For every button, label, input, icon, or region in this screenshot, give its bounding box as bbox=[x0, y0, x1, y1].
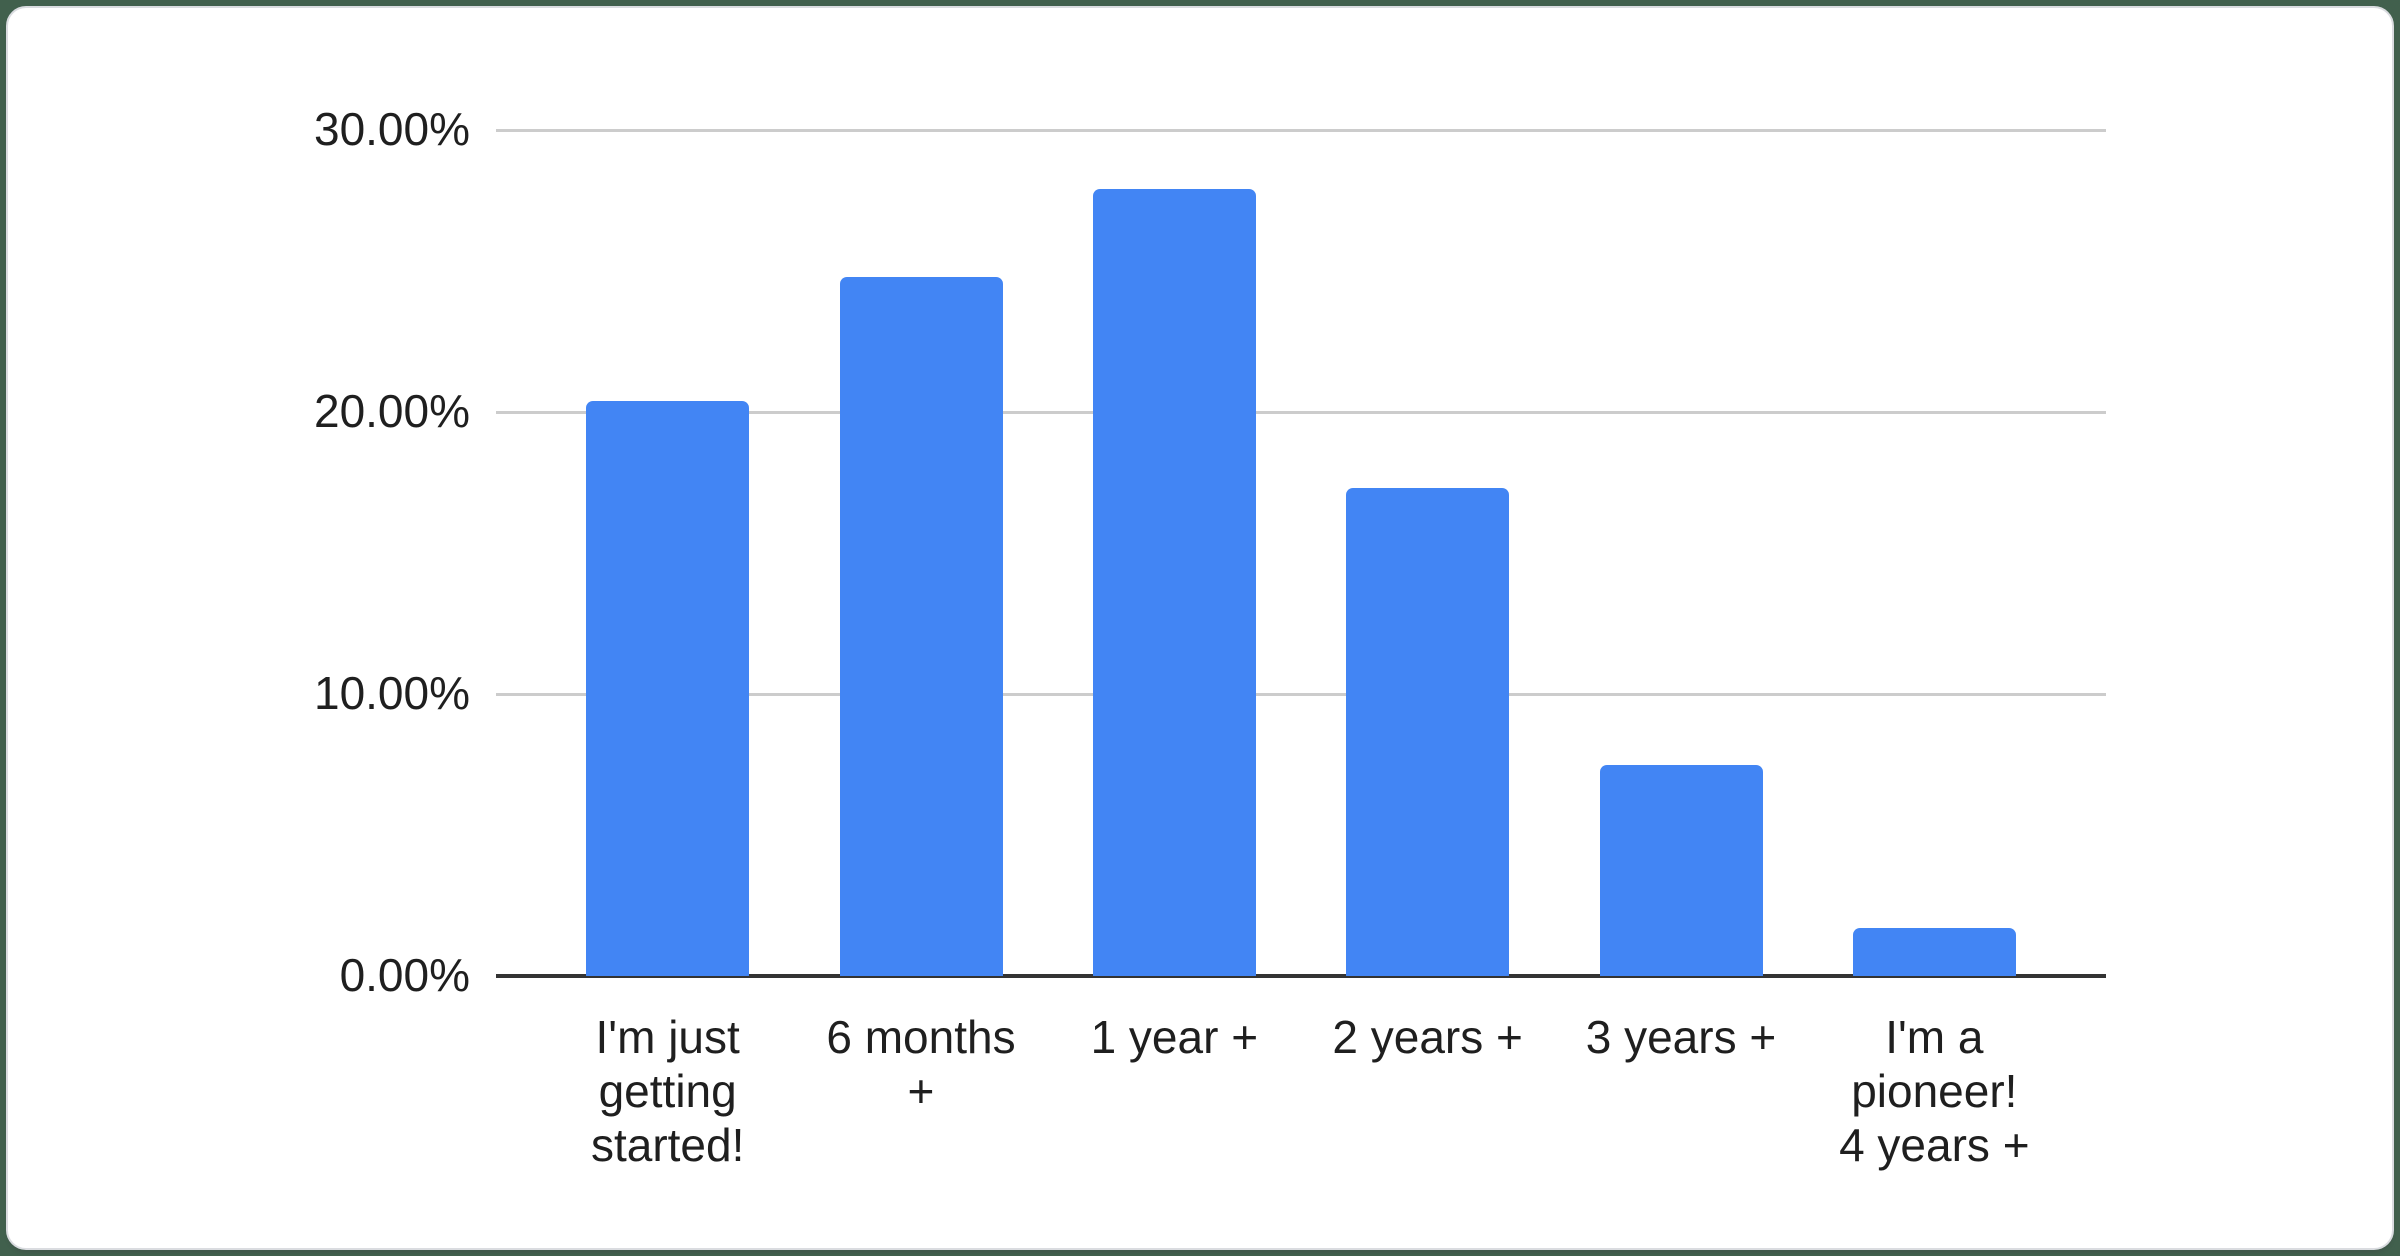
x-axis-category-label: 2 years + bbox=[1281, 1010, 1574, 1064]
x-axis-category-label-line: 6 months bbox=[826, 1011, 1016, 1063]
x-axis-category-label-line: 4 years + bbox=[1839, 1119, 2030, 1171]
bar-3[interactable] bbox=[1092, 189, 1256, 976]
bar-5[interactable] bbox=[1599, 764, 1763, 976]
x-axis-category-label: I'm a pioneer! 4 years + bbox=[1788, 1010, 2081, 1172]
bar-2[interactable] bbox=[839, 276, 1003, 976]
x-axis-category-label-line: I'm just bbox=[595, 1011, 740, 1063]
chart-card: 30.00% 20.00% 10.00% 0.00% I'm just getting s… bbox=[6, 6, 2394, 1250]
x-axis-category-label-line: 1 year + bbox=[1090, 1011, 1259, 1063]
x-axis-category-label-line: 3 years + bbox=[1585, 1011, 1777, 1063]
gridline bbox=[496, 411, 2106, 414]
x-axis-category-label-line: pioneer! bbox=[1851, 1065, 2018, 1117]
x-axis-category-label-line: + bbox=[907, 1065, 935, 1117]
x-axis-category-label: I'm just getting started! bbox=[521, 1010, 814, 1172]
bar-chart: 30.00% 20.00% 10.00% 0.00% I'm just getting s… bbox=[8, 8, 2392, 1248]
x-axis-category-label-line: getting bbox=[598, 1065, 737, 1117]
gridline bbox=[496, 129, 2106, 132]
y-axis-tick-label: 30.00% bbox=[313, 102, 470, 155]
bar-4[interactable] bbox=[1346, 488, 1510, 976]
x-axis-category-label-line: started! bbox=[590, 1119, 745, 1171]
y-axis-tick-label: 10.00% bbox=[313, 666, 470, 719]
x-axis-category-label-line: 2 years + bbox=[1332, 1011, 1523, 1063]
gridline bbox=[496, 693, 2106, 696]
x-axis-category-label-line: I'm a bbox=[1885, 1011, 1984, 1063]
x-axis-line bbox=[496, 974, 2106, 978]
y-axis-tick-label: 0.00% bbox=[339, 948, 470, 1001]
y-axis-tick-label: 20.00% bbox=[313, 384, 470, 437]
bar-6[interactable] bbox=[1852, 928, 2016, 976]
bar-1[interactable] bbox=[586, 400, 750, 976]
x-axis-category-label: 1 year + bbox=[1028, 1010, 1321, 1064]
x-axis-category-label: 6 months + bbox=[774, 1010, 1067, 1118]
x-axis-category-label: 3 years + bbox=[1534, 1010, 1827, 1064]
